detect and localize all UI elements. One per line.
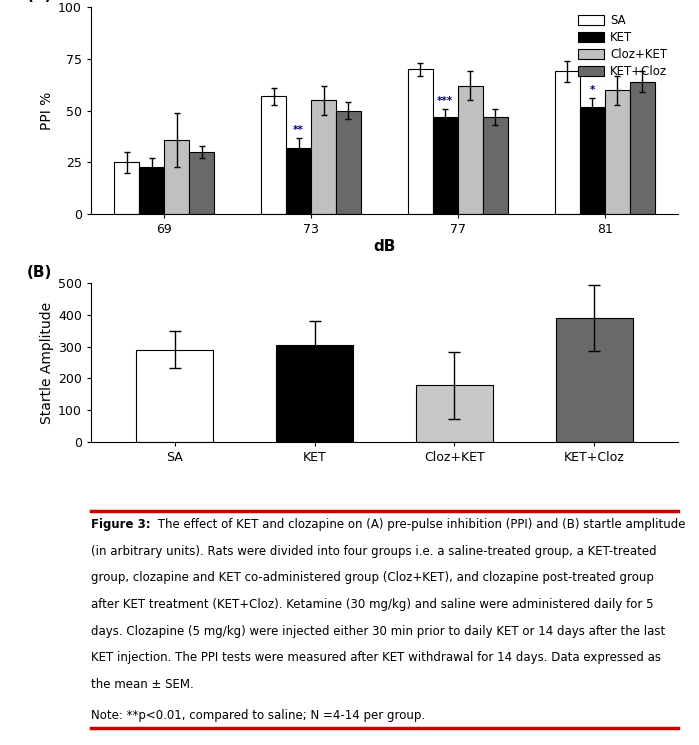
Text: The effect of KET and clozapine on (A) pre-pulse inhibition (PPI) and (B) startl: The effect of KET and clozapine on (A) p… bbox=[154, 518, 685, 531]
Bar bbox=[189, 152, 214, 214]
Text: Figure 3:: Figure 3: bbox=[91, 518, 150, 531]
Bar bbox=[605, 90, 630, 214]
Bar bbox=[579, 107, 605, 214]
Text: (B): (B) bbox=[27, 265, 52, 280]
Bar bbox=[555, 72, 579, 214]
Legend: SA, KET, Cloz+KET, KET+Cloz: SA, KET, Cloz+KET, KET+Cloz bbox=[574, 9, 672, 83]
Text: (in arbitrary units). Rats were divided into four groups i.e. a saline-treated g: (in arbitrary units). Rats were divided … bbox=[91, 545, 656, 557]
Bar bbox=[483, 117, 507, 214]
Bar bbox=[336, 111, 361, 214]
Text: days. Clozapine (5 mg/kg) were injected either 30 min prior to daily KET or 14 d: days. Clozapine (5 mg/kg) were injected … bbox=[91, 625, 665, 638]
Text: after KET treatment (KET+Cloz). Ketamine (30 mg/kg) and saline were administered: after KET treatment (KET+Cloz). Ketamine… bbox=[91, 598, 654, 611]
Text: *: * bbox=[589, 85, 595, 95]
Bar bbox=[408, 69, 433, 214]
Text: (A): (A) bbox=[27, 0, 52, 3]
Bar bbox=[416, 385, 493, 442]
Bar bbox=[556, 318, 633, 442]
Bar bbox=[630, 82, 654, 214]
Y-axis label: Startle Amplitude: Startle Amplitude bbox=[40, 302, 54, 424]
Bar bbox=[261, 96, 286, 214]
Text: Note: **p<0.01, compared to saline; N =4-14 per group.: Note: **p<0.01, compared to saline; N =4… bbox=[91, 709, 425, 723]
Text: the mean ± SEM.: the mean ± SEM. bbox=[91, 678, 194, 691]
Bar bbox=[115, 162, 139, 214]
Bar bbox=[164, 139, 189, 214]
Bar bbox=[139, 167, 164, 214]
Bar bbox=[311, 101, 336, 214]
Bar bbox=[286, 148, 311, 214]
Text: **: ** bbox=[293, 124, 304, 135]
Text: group, clozapine and KET co-administered group (Cloz+KET), and clozapine post-tr: group, clozapine and KET co-administered… bbox=[91, 571, 654, 584]
Text: ***: *** bbox=[438, 95, 454, 106]
Bar bbox=[136, 350, 213, 442]
Bar bbox=[458, 86, 483, 214]
Text: KET injection. The PPI tests were measured after KET withdrawal for 14 days. Dat: KET injection. The PPI tests were measur… bbox=[91, 651, 661, 665]
Bar bbox=[433, 117, 458, 214]
Bar bbox=[276, 345, 353, 442]
Y-axis label: PPI %: PPI % bbox=[40, 92, 54, 130]
X-axis label: dB: dB bbox=[373, 239, 396, 254]
